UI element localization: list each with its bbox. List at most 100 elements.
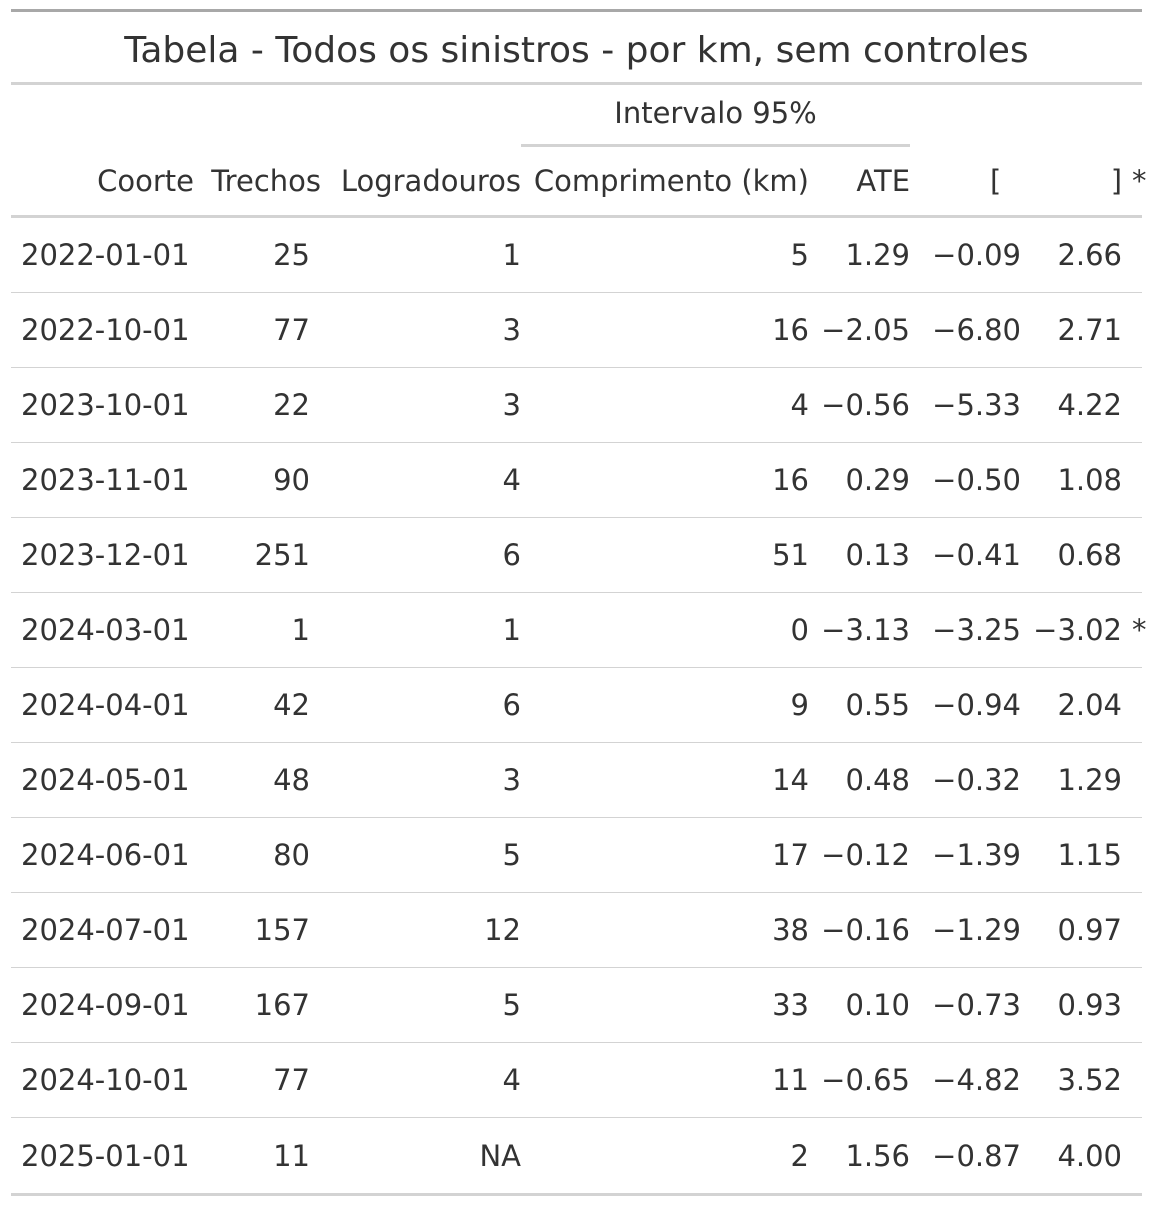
- table-row: 2023-11-01 90 4 16 0.29 −0.50 1.08: [11, 442, 1143, 518]
- cell-trechos: 11: [194, 1117, 321, 1196]
- cell-significance: [1122, 367, 1143, 443]
- cell-lower: −0.73: [910, 967, 1022, 1043]
- cell-coorte: 2024-04-01: [11, 667, 194, 743]
- cell-ate: −0.65: [809, 1042, 911, 1118]
- cell-upper: 4.00: [1021, 1117, 1123, 1196]
- spanner-empty-right: [910, 85, 1142, 147]
- header-coorte: Coorte: [11, 147, 194, 218]
- cell-ate: −0.12: [809, 817, 911, 893]
- cell-significance: *: [1122, 592, 1147, 668]
- cell-logradouros: 5: [321, 817, 521, 893]
- cell-coorte: 2024-07-01: [11, 892, 194, 968]
- cell-upper: 1.29: [1021, 742, 1123, 818]
- cell-upper: 0.93: [1021, 967, 1123, 1043]
- header-ate: ATE: [809, 147, 911, 218]
- cell-lower: −4.82: [910, 1042, 1022, 1118]
- cell-coorte: 2022-10-01: [11, 292, 194, 368]
- cell-ate: −3.13: [809, 592, 911, 668]
- table-row: 2024-04-01 42 6 9 0.55 −0.94 2.04: [11, 667, 1143, 743]
- cell-ate: −0.16: [809, 892, 911, 968]
- cell-ate: 0.29: [809, 442, 911, 518]
- cell-ate: 0.48: [809, 742, 911, 818]
- table-row: 2024-10-01 77 4 11 −0.65 −4.82 3.52: [11, 1042, 1143, 1118]
- cell-upper: 0.68: [1021, 517, 1123, 593]
- table-row: 2025-01-01 11 NA 2 1.56 −0.87 4.00: [11, 1117, 1143, 1196]
- cell-trechos: 77: [194, 1042, 321, 1118]
- cell-lower: −1.39: [910, 817, 1022, 893]
- table-row: 2023-10-01 22 3 4 −0.56 −5.33 4.22: [11, 367, 1143, 443]
- cell-significance: [1122, 517, 1143, 593]
- cell-ate: 0.55: [809, 667, 911, 743]
- cell-upper: 3.52: [1021, 1042, 1123, 1118]
- header-logradouros: Logradouros: [321, 147, 521, 218]
- cell-upper: 0.97: [1021, 892, 1123, 968]
- spanner-label: Intervalo 95%: [521, 96, 911, 147]
- cell-ate: −2.05: [809, 292, 911, 368]
- table-row: 2024-07-01 157 12 38 −0.16 −1.29 0.97: [11, 892, 1143, 968]
- cell-ate: 0.13: [809, 517, 911, 593]
- cell-upper: 1.15: [1021, 817, 1123, 893]
- results-table-container: Tabela - Todos os sinistros - por km, se…: [11, 9, 1147, 1196]
- cell-comprimento: 2: [521, 1117, 809, 1196]
- cell-significance: [1122, 216, 1143, 293]
- cell-logradouros: 6: [321, 517, 521, 593]
- cell-lower: −0.50: [910, 442, 1022, 518]
- cell-comprimento: 33: [521, 967, 809, 1043]
- header-trechos: Trechos: [194, 147, 321, 218]
- spanner-row: Intervalo 95%: [11, 85, 1142, 147]
- cell-comprimento: 9: [521, 667, 809, 743]
- cell-lower: −0.41: [910, 517, 1022, 593]
- cell-significance: [1122, 817, 1143, 893]
- cell-coorte: 2023-12-01: [11, 517, 194, 593]
- cell-significance: [1122, 967, 1143, 1043]
- cell-ate: 0.10: [809, 967, 911, 1043]
- cell-ate: 1.56: [809, 1117, 911, 1196]
- table-body: 2022-01-01 25 1 5 1.29 −0.09 2.66 2022-10-01 77 3…: [11, 216, 1147, 1196]
- cell-significance: [1122, 1117, 1143, 1196]
- cell-coorte: 2023-11-01: [11, 442, 194, 518]
- top-rule: [11, 9, 1142, 12]
- cell-trechos: 167: [194, 967, 321, 1043]
- cell-trechos: 77: [194, 292, 321, 368]
- table-row: 2024-09-01 167 5 33 0.10 −0.73 0.93: [11, 967, 1143, 1043]
- header-upper: ]: [1021, 147, 1123, 218]
- cell-logradouros: 3: [321, 742, 521, 818]
- cell-lower: −3.25: [910, 592, 1022, 668]
- table-row: 2022-01-01 25 1 5 1.29 −0.09 2.66: [11, 216, 1143, 293]
- cell-coorte: 2024-03-01: [11, 592, 194, 668]
- cell-comprimento: 14: [521, 742, 809, 818]
- table-row: 2022-10-01 77 3 16 −2.05 −6.80 2.71: [11, 292, 1143, 368]
- table-title: Tabela - Todos os sinistros - por km, se…: [11, 12, 1142, 85]
- cell-coorte: 2024-09-01: [11, 967, 194, 1043]
- cell-upper: 4.22: [1021, 367, 1123, 443]
- cell-comprimento: 38: [521, 892, 809, 968]
- cell-significance: [1122, 742, 1143, 818]
- cell-logradouros: 12: [321, 892, 521, 968]
- cell-logradouros: 1: [321, 592, 521, 668]
- cell-coorte: 2024-06-01: [11, 817, 194, 893]
- cell-logradouros: 4: [321, 442, 521, 518]
- cell-logradouros: NA: [321, 1117, 521, 1196]
- cell-trechos: 25: [194, 216, 321, 293]
- cell-logradouros: 5: [321, 967, 521, 1043]
- cell-logradouros: 6: [321, 667, 521, 743]
- cell-comprimento: 51: [521, 517, 809, 593]
- cell-lower: −0.94: [910, 667, 1022, 743]
- cell-trechos: 157: [194, 892, 321, 968]
- spanner-cell: Intervalo 95%: [521, 85, 911, 147]
- cell-significance: [1122, 292, 1143, 368]
- cell-trechos: 90: [194, 442, 321, 518]
- results-table: Intervalo 95% Coorte Trechos Logradouros…: [11, 85, 1147, 1196]
- cell-comprimento: 16: [521, 442, 809, 518]
- cell-coorte: 2024-10-01: [11, 1042, 194, 1118]
- table-row: 2023-12-01 251 6 51 0.13 −0.41 0.68: [11, 517, 1143, 593]
- table-row: 2024-06-01 80 5 17 −0.12 −1.39 1.15: [11, 817, 1143, 893]
- header-comprimento: Comprimento (km): [521, 147, 809, 218]
- cell-significance: [1122, 892, 1143, 968]
- cell-comprimento: 11: [521, 1042, 809, 1118]
- cell-upper: −3.02: [1021, 592, 1123, 668]
- spanner-empty: [11, 85, 521, 147]
- cell-comprimento: 17: [521, 817, 809, 893]
- cell-coorte: 2023-10-01: [11, 367, 194, 443]
- cell-trechos: 1: [194, 592, 321, 668]
